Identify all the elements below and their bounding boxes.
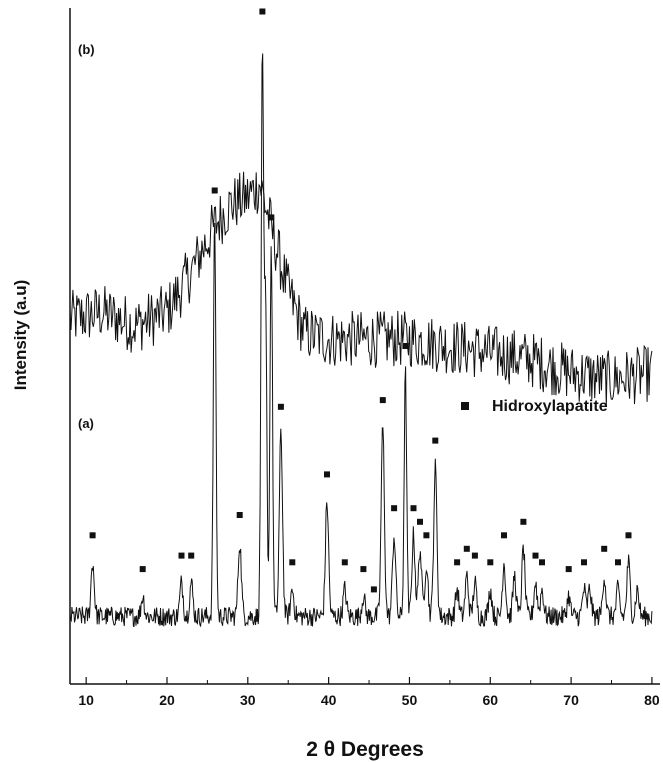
peak-marker-33 — [625, 532, 632, 539]
peak-marker-16 — [402, 343, 409, 349]
peak-marker-4 — [211, 187, 218, 194]
x-tick-label-30: 30 — [240, 692, 256, 708]
x-tick-label-60: 60 — [482, 692, 498, 708]
peak-marker-28 — [539, 559, 545, 566]
peak-marker-8 — [277, 403, 284, 410]
x-tick-label-80: 80 — [644, 692, 660, 708]
peak-marker-5 — [236, 512, 243, 518]
peak-marker-31 — [601, 545, 608, 552]
peak-marker-10 — [324, 471, 330, 478]
peak-marker-1 — [139, 566, 146, 573]
x-axis-label: 2 θ Degrees — [306, 738, 424, 761]
y-axis-label: Intensity (a.u) — [11, 280, 30, 391]
peak-marker-9 — [289, 559, 296, 566]
peak-marker-19 — [423, 532, 430, 539]
peak-markers — [89, 8, 632, 593]
x-tick-label-70: 70 — [563, 692, 579, 708]
legend-marker — [461, 402, 469, 410]
peak-marker-6 — [259, 8, 266, 15]
peak-marker-17 — [410, 505, 417, 512]
peak-marker-0 — [89, 532, 96, 539]
peak-marker-15 — [391, 505, 398, 512]
peak-marker-29 — [565, 566, 572, 573]
peak-marker-30 — [581, 559, 587, 566]
legend-label: Hidroxylapatite — [492, 398, 608, 415]
peak-marker-13 — [370, 586, 377, 593]
peak-marker-14 — [379, 397, 386, 404]
peak-marker-24 — [487, 559, 494, 566]
peak-marker-25 — [501, 532, 507, 539]
peak-marker-32 — [615, 559, 621, 566]
panel-label-a: (a) — [78, 416, 94, 431]
peak-marker-22 — [463, 545, 470, 552]
x-tick-label-10: 10 — [78, 692, 94, 708]
x-tick-label-40: 40 — [321, 692, 337, 708]
peak-marker-3 — [188, 552, 195, 559]
legend: Hidroxylapatite — [461, 398, 608, 415]
x-tick-label-50: 50 — [402, 692, 418, 708]
peak-marker-21 — [454, 559, 461, 566]
peak-marker-12 — [360, 566, 367, 573]
peak-marker-7 — [268, 214, 275, 221]
peak-marker-27 — [532, 552, 539, 559]
series-b-line — [69, 171, 653, 407]
peak-marker-11 — [341, 559, 348, 566]
panel-label-b: (b) — [78, 42, 95, 57]
peak-marker-26 — [520, 518, 527, 525]
plot-area: 10 20 30 40 50 60 70 80 — [69, 8, 660, 708]
peak-marker-20 — [432, 437, 439, 444]
series-a-line — [69, 53, 653, 628]
peak-marker-18 — [417, 518, 423, 525]
peak-marker-2 — [178, 552, 185, 559]
x-axis-ticks: 10 20 30 40 50 60 70 80 — [78, 677, 660, 708]
peak-marker-23 — [471, 552, 478, 559]
x-tick-label-20: 20 — [159, 692, 175, 708]
